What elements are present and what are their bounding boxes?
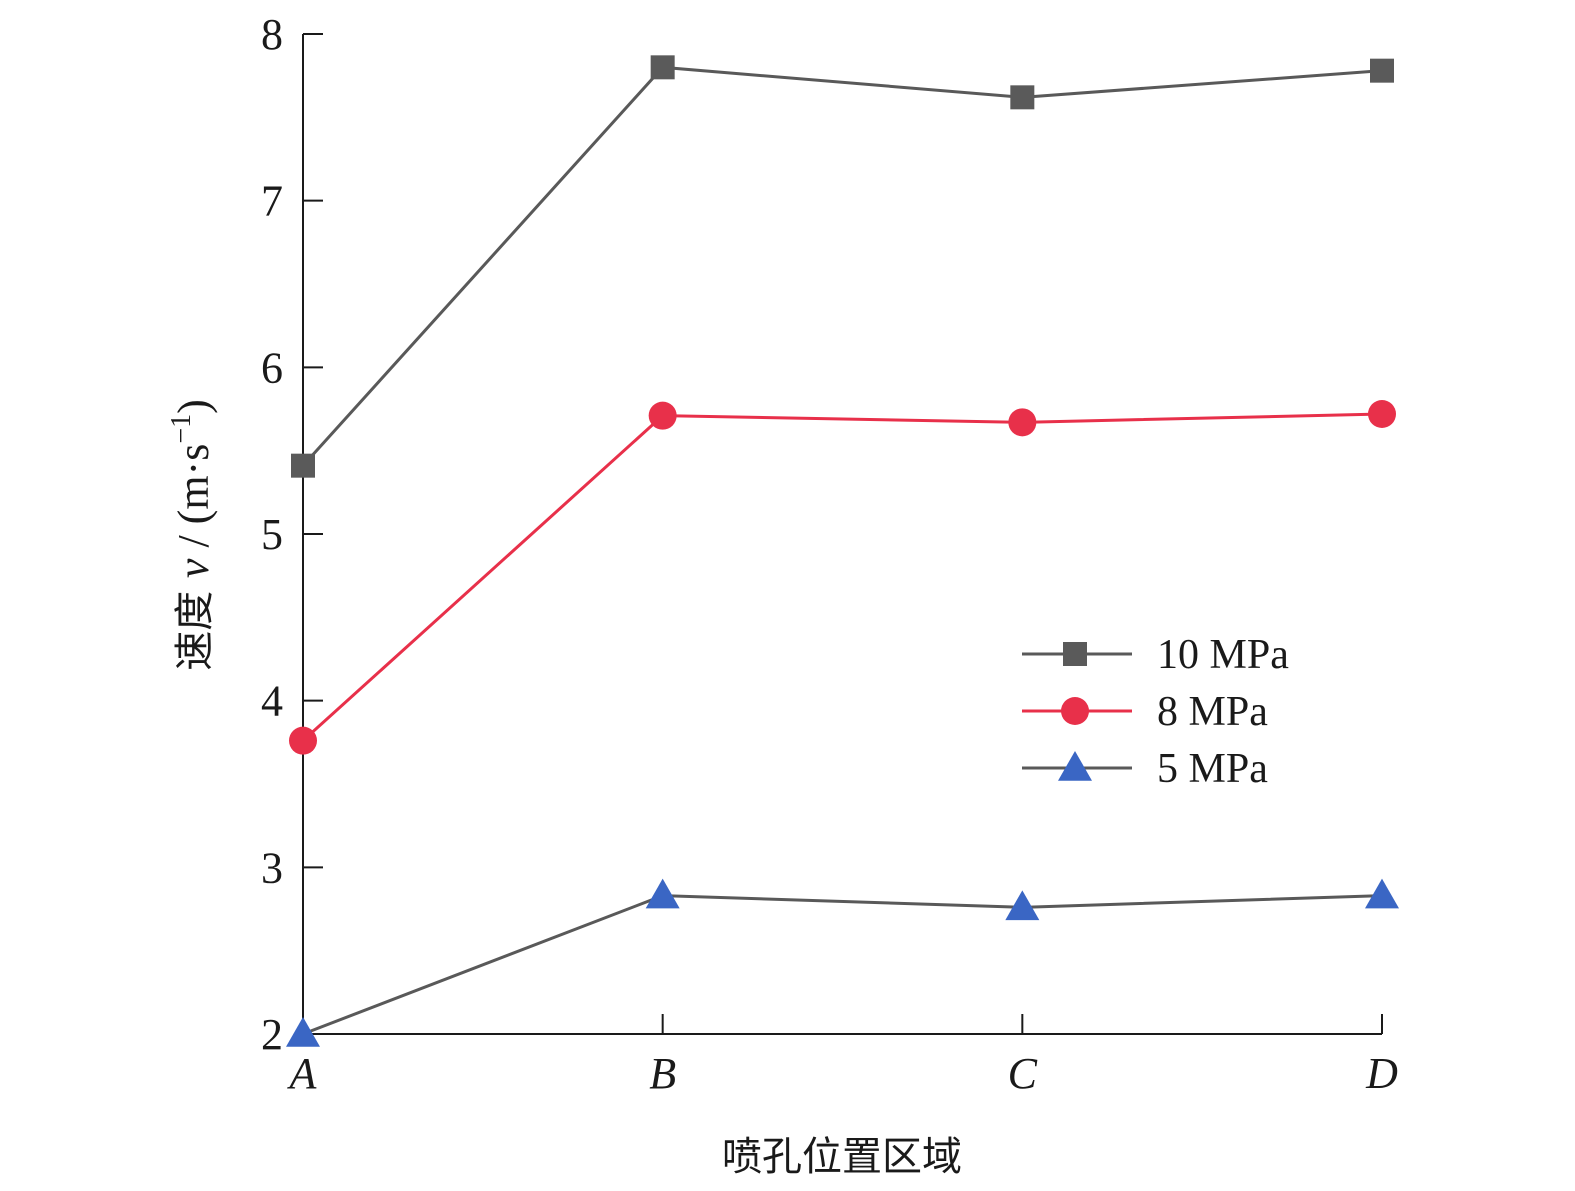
y-axis-title-close: ) (169, 399, 218, 414)
x-tick-label: A (287, 1049, 318, 1098)
y-tick-label: 4 (261, 677, 283, 726)
legend-label: 10 MPa (1157, 632, 1289, 678)
series-line (302, 894, 1383, 1036)
y-tick-label: 6 (261, 343, 283, 392)
legend-marker (1063, 642, 1087, 666)
data-point (1005, 890, 1040, 921)
data-point (645, 878, 680, 909)
data-point (291, 453, 315, 478)
y-axis-title-exp: −1 (166, 414, 197, 444)
y-tick-label: 5 (261, 510, 283, 559)
legend: 10 MPa 8 MPa 5 MPa (1022, 632, 1289, 792)
legend-label: 5 MPa (1157, 746, 1268, 792)
series-10-mpa (291, 55, 1394, 478)
x-tick-label: C (1008, 1049, 1038, 1098)
data-point (1368, 400, 1396, 428)
legend-marker (1058, 751, 1092, 781)
y-tick-label: 8 (261, 10, 283, 59)
data-point (1370, 58, 1394, 83)
data-point (1010, 85, 1035, 110)
y-tick-label: 3 (261, 843, 283, 892)
data-point (286, 1017, 320, 1047)
series-layer (286, 55, 1399, 1047)
y-axis-title: 速度 v / (m·s−1) (166, 399, 218, 671)
x-axis-title: 喷孔位置区域 (722, 1134, 962, 1180)
data-point (289, 726, 317, 755)
series-line (301, 65, 1383, 467)
y-axis-title-unit: / (m·s (169, 444, 218, 559)
data-point (650, 55, 675, 80)
y-axis-title-prefix: 速度 (172, 578, 218, 671)
x-tick-label: B (649, 1049, 676, 1098)
x-ticks: A B C D (287, 1014, 1398, 1098)
data-point (648, 401, 677, 430)
y-ticks: 2 3 4 5 6 7 8 (261, 10, 323, 1059)
data-point (1365, 878, 1399, 909)
series-8-mpa (289, 400, 1396, 755)
legend-label: 8 MPa (1157, 689, 1268, 735)
legend-item: 8 MPa (1022, 689, 1268, 735)
series-line (301, 412, 1383, 742)
axes (302, 34, 1382, 1035)
legend-marker (1061, 697, 1089, 725)
legend-item: 5 MPa (1022, 746, 1268, 792)
y-tick-label: 7 (261, 177, 283, 226)
series-5-mpa (286, 878, 1399, 1047)
x-tick-label: D (1365, 1049, 1398, 1098)
y-axis-title-var: v (169, 558, 218, 578)
data-point (1008, 408, 1037, 437)
y-tick-label: 2 (261, 1010, 283, 1059)
legend-item: 10 MPa (1022, 632, 1289, 678)
